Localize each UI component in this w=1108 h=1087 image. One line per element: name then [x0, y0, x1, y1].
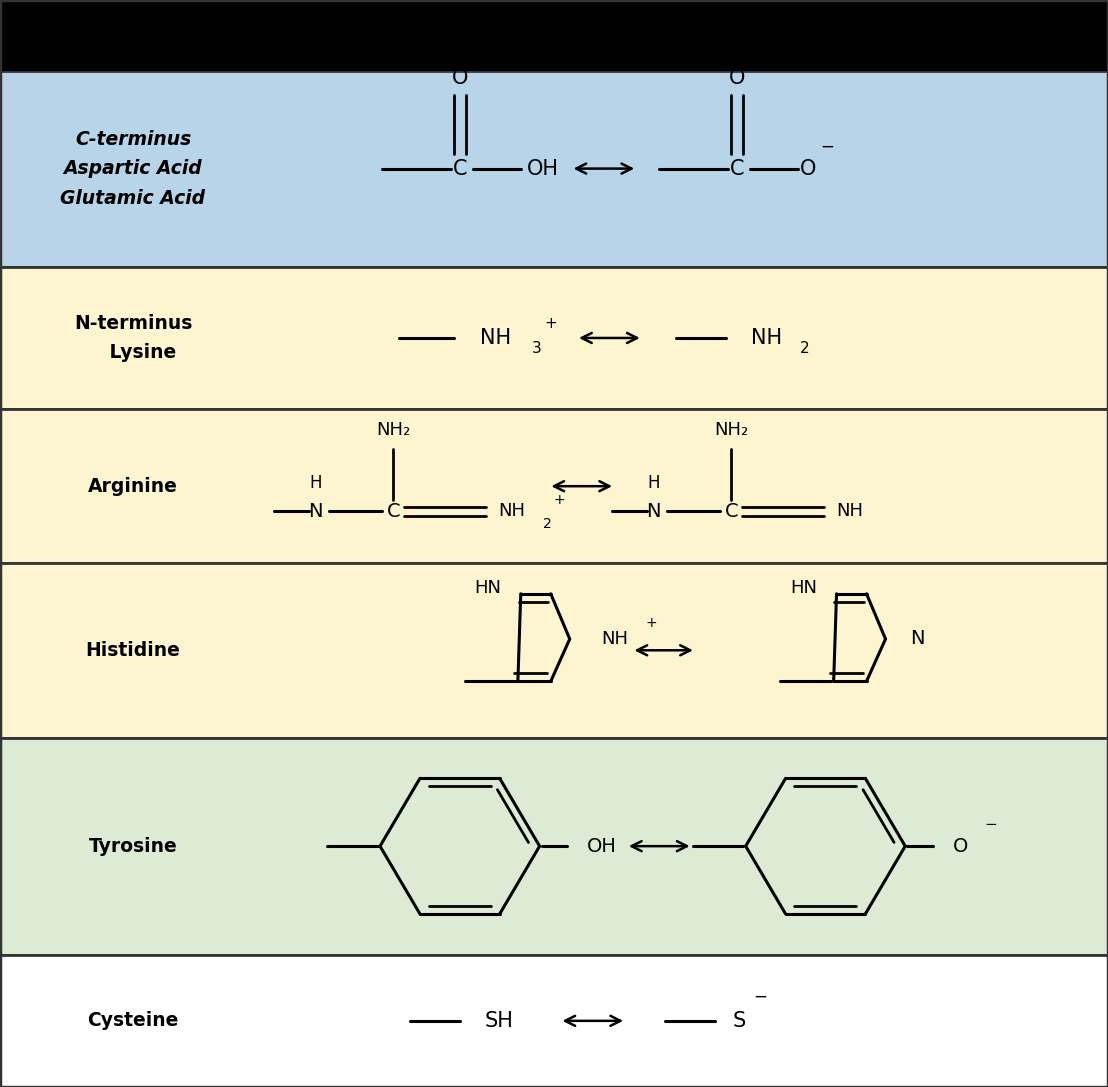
Bar	[0, 410, 1108, 563]
Text: +: +	[544, 316, 557, 332]
Text: Histidine: Histidine	[85, 641, 181, 660]
Text: H: H	[647, 474, 660, 492]
Bar	[0, 954, 1108, 1087]
Text: N: N	[308, 502, 324, 521]
Text: NH: NH	[480, 328, 511, 348]
Text: −: −	[821, 138, 834, 155]
Bar	[0, 0, 1108, 71]
Text: +: +	[645, 615, 657, 629]
Text: OH: OH	[587, 837, 617, 855]
Text: HN: HN	[474, 579, 501, 598]
Bar	[0, 563, 1108, 738]
Text: −: −	[984, 817, 997, 832]
Text: C: C	[725, 502, 738, 521]
Text: C: C	[452, 159, 468, 178]
Text: C: C	[729, 159, 745, 178]
Text: C: C	[387, 502, 400, 521]
Bar	[0, 738, 1108, 954]
Text: Cysteine: Cysteine	[88, 1011, 178, 1030]
Text: 3: 3	[532, 341, 541, 357]
Text: NH₂: NH₂	[377, 421, 410, 439]
Text: SH: SH	[484, 1011, 513, 1030]
Text: N: N	[910, 629, 924, 649]
Text: S: S	[732, 1011, 746, 1030]
Text: Arginine: Arginine	[88, 477, 178, 496]
Text: OH: OH	[527, 159, 558, 178]
Text: NH: NH	[499, 502, 525, 521]
Text: NH: NH	[751, 328, 782, 348]
Text: O: O	[452, 68, 468, 88]
Text: +: +	[554, 493, 565, 508]
Text: NH₂: NH₂	[715, 421, 748, 439]
Bar	[0, 71, 1108, 266]
Text: −: −	[753, 988, 767, 1005]
Text: O: O	[729, 68, 745, 88]
Text: 2: 2	[543, 517, 552, 532]
Bar	[0, 266, 1108, 410]
Text: Tyrosine: Tyrosine	[89, 837, 177, 855]
Text: HN: HN	[790, 579, 817, 598]
Text: N: N	[646, 502, 661, 521]
Text: O: O	[953, 837, 968, 855]
Text: NH: NH	[601, 630, 628, 648]
Text: 2: 2	[800, 341, 809, 357]
Text: N-terminus
   Lysine: N-terminus Lysine	[74, 314, 192, 362]
Text: NH: NH	[837, 502, 863, 521]
Text: O: O	[800, 159, 815, 178]
Text: C-terminus
Aspartic Acid
Glutamic Acid: C-terminus Aspartic Acid Glutamic Acid	[61, 129, 205, 208]
Text: H: H	[309, 474, 322, 492]
